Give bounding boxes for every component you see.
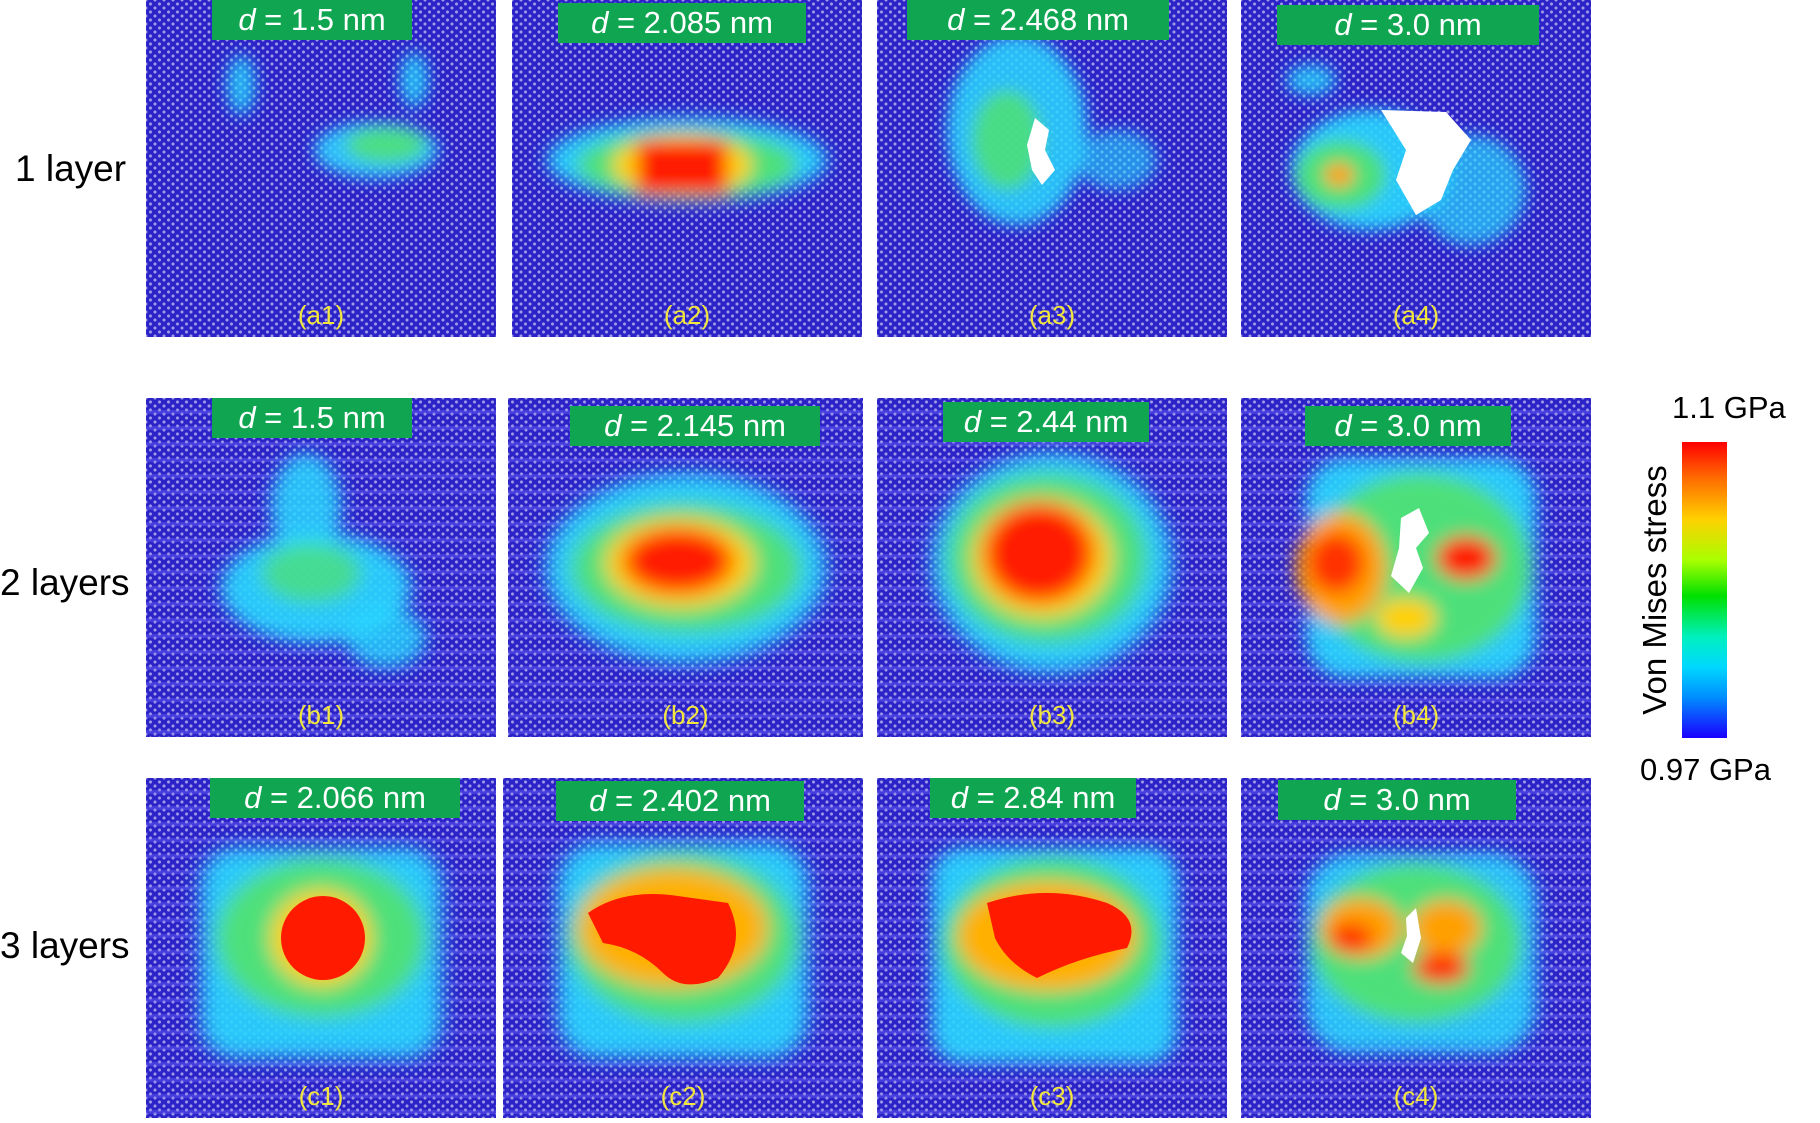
- colorbar: [1682, 442, 1727, 738]
- d-label-a1: d = 1.5 nm: [212, 0, 412, 40]
- d-label-a4: d = 3.0 nm: [1277, 5, 1539, 45]
- stress-map-b4: [1296, 458, 1536, 678]
- panel-c4: d = 3.0 nm (c4): [1241, 778, 1591, 1118]
- panel-a4: d = 3.0 nm (a4): [1241, 0, 1591, 337]
- stress-map-c2: [558, 843, 808, 1058]
- colorbar-min-label: 0.97 GPa: [1640, 752, 1771, 787]
- panel-c3: d = 2.84 nm (c3): [877, 778, 1227, 1118]
- panel-a3: d = 2.468 nm (a3): [877, 0, 1227, 337]
- panel-id-b1: (b1): [297, 700, 345, 730]
- colorbar-max-label: 1.1 GPa: [1672, 390, 1786, 425]
- panel-id-b4: (b4): [1392, 700, 1440, 730]
- panel-id-b3: (b3): [1028, 700, 1076, 730]
- panel-c2: d = 2.402 nm (c2): [503, 778, 863, 1118]
- stress-map-c4: [1306, 853, 1536, 1053]
- stress-map-a1: [227, 52, 438, 178]
- panel-id-c3: (c3): [1029, 1081, 1075, 1111]
- stress-map-b3: [932, 453, 1172, 673]
- d-label-a2: d = 2.085 nm: [558, 3, 806, 43]
- d-label-c1: d = 2.066 nm: [210, 778, 460, 818]
- panel-id-a1: (a1): [297, 300, 345, 330]
- panel-id-c2: (c2): [660, 1081, 706, 1111]
- d-label-c3: d = 2.84 nm: [930, 778, 1136, 818]
- row-label-1-layer: 1 layer: [15, 148, 127, 189]
- d-label-c2: d = 2.402 nm: [556, 781, 804, 821]
- panel-a2: d = 2.085 nm (a2): [512, 0, 862, 337]
- d-label-b1: d = 1.5 nm: [212, 398, 412, 438]
- d-label-b4: d = 3.0 nm: [1305, 406, 1511, 446]
- stress-map-a3: [947, 35, 1157, 225]
- panel-id-a3: (a3): [1028, 300, 1076, 330]
- panel-id-c4: (c4): [1393, 1081, 1439, 1111]
- stress-map-c3: [932, 848, 1177, 1063]
- stress-map-c1: [201, 848, 441, 1058]
- stress-map-a2: [547, 118, 827, 202]
- panel-c1: d = 2.066 nm (c1): [146, 778, 496, 1118]
- colorbar-title: Von Mises stress: [1636, 465, 1673, 715]
- panel-b2: d = 2.145 nm (b2): [508, 398, 863, 737]
- d-label-b2: d = 2.145 nm: [570, 406, 820, 446]
- panel-b1: d = 1.5 nm (b1): [146, 398, 496, 737]
- panel-b4: d = 3.0 nm (b4): [1241, 398, 1591, 737]
- stress-map-a4: [1286, 65, 1526, 245]
- panel-id-c1: (c1): [298, 1081, 344, 1111]
- panel-b3: d = 2.44 nm (b3): [877, 398, 1227, 737]
- row-label-3-layers: 3 layers: [0, 925, 130, 966]
- panel-id-a4: (a4): [1392, 300, 1440, 330]
- row-label-2-layers: 2 layers: [0, 562, 130, 603]
- d-label-b3: d = 2.44 nm: [943, 402, 1149, 442]
- stress-map-b2: [546, 473, 826, 663]
- panel-id-b2: (b2): [662, 700, 709, 730]
- stress-map-b1: [221, 453, 426, 668]
- d-label-c4: d = 3.0 nm: [1278, 780, 1516, 820]
- d-label-a3: d = 2.468 nm: [907, 0, 1169, 40]
- panel-id-a2: (a2): [663, 300, 711, 330]
- panel-a1: d = 1.5 nm (a1): [146, 0, 496, 337]
